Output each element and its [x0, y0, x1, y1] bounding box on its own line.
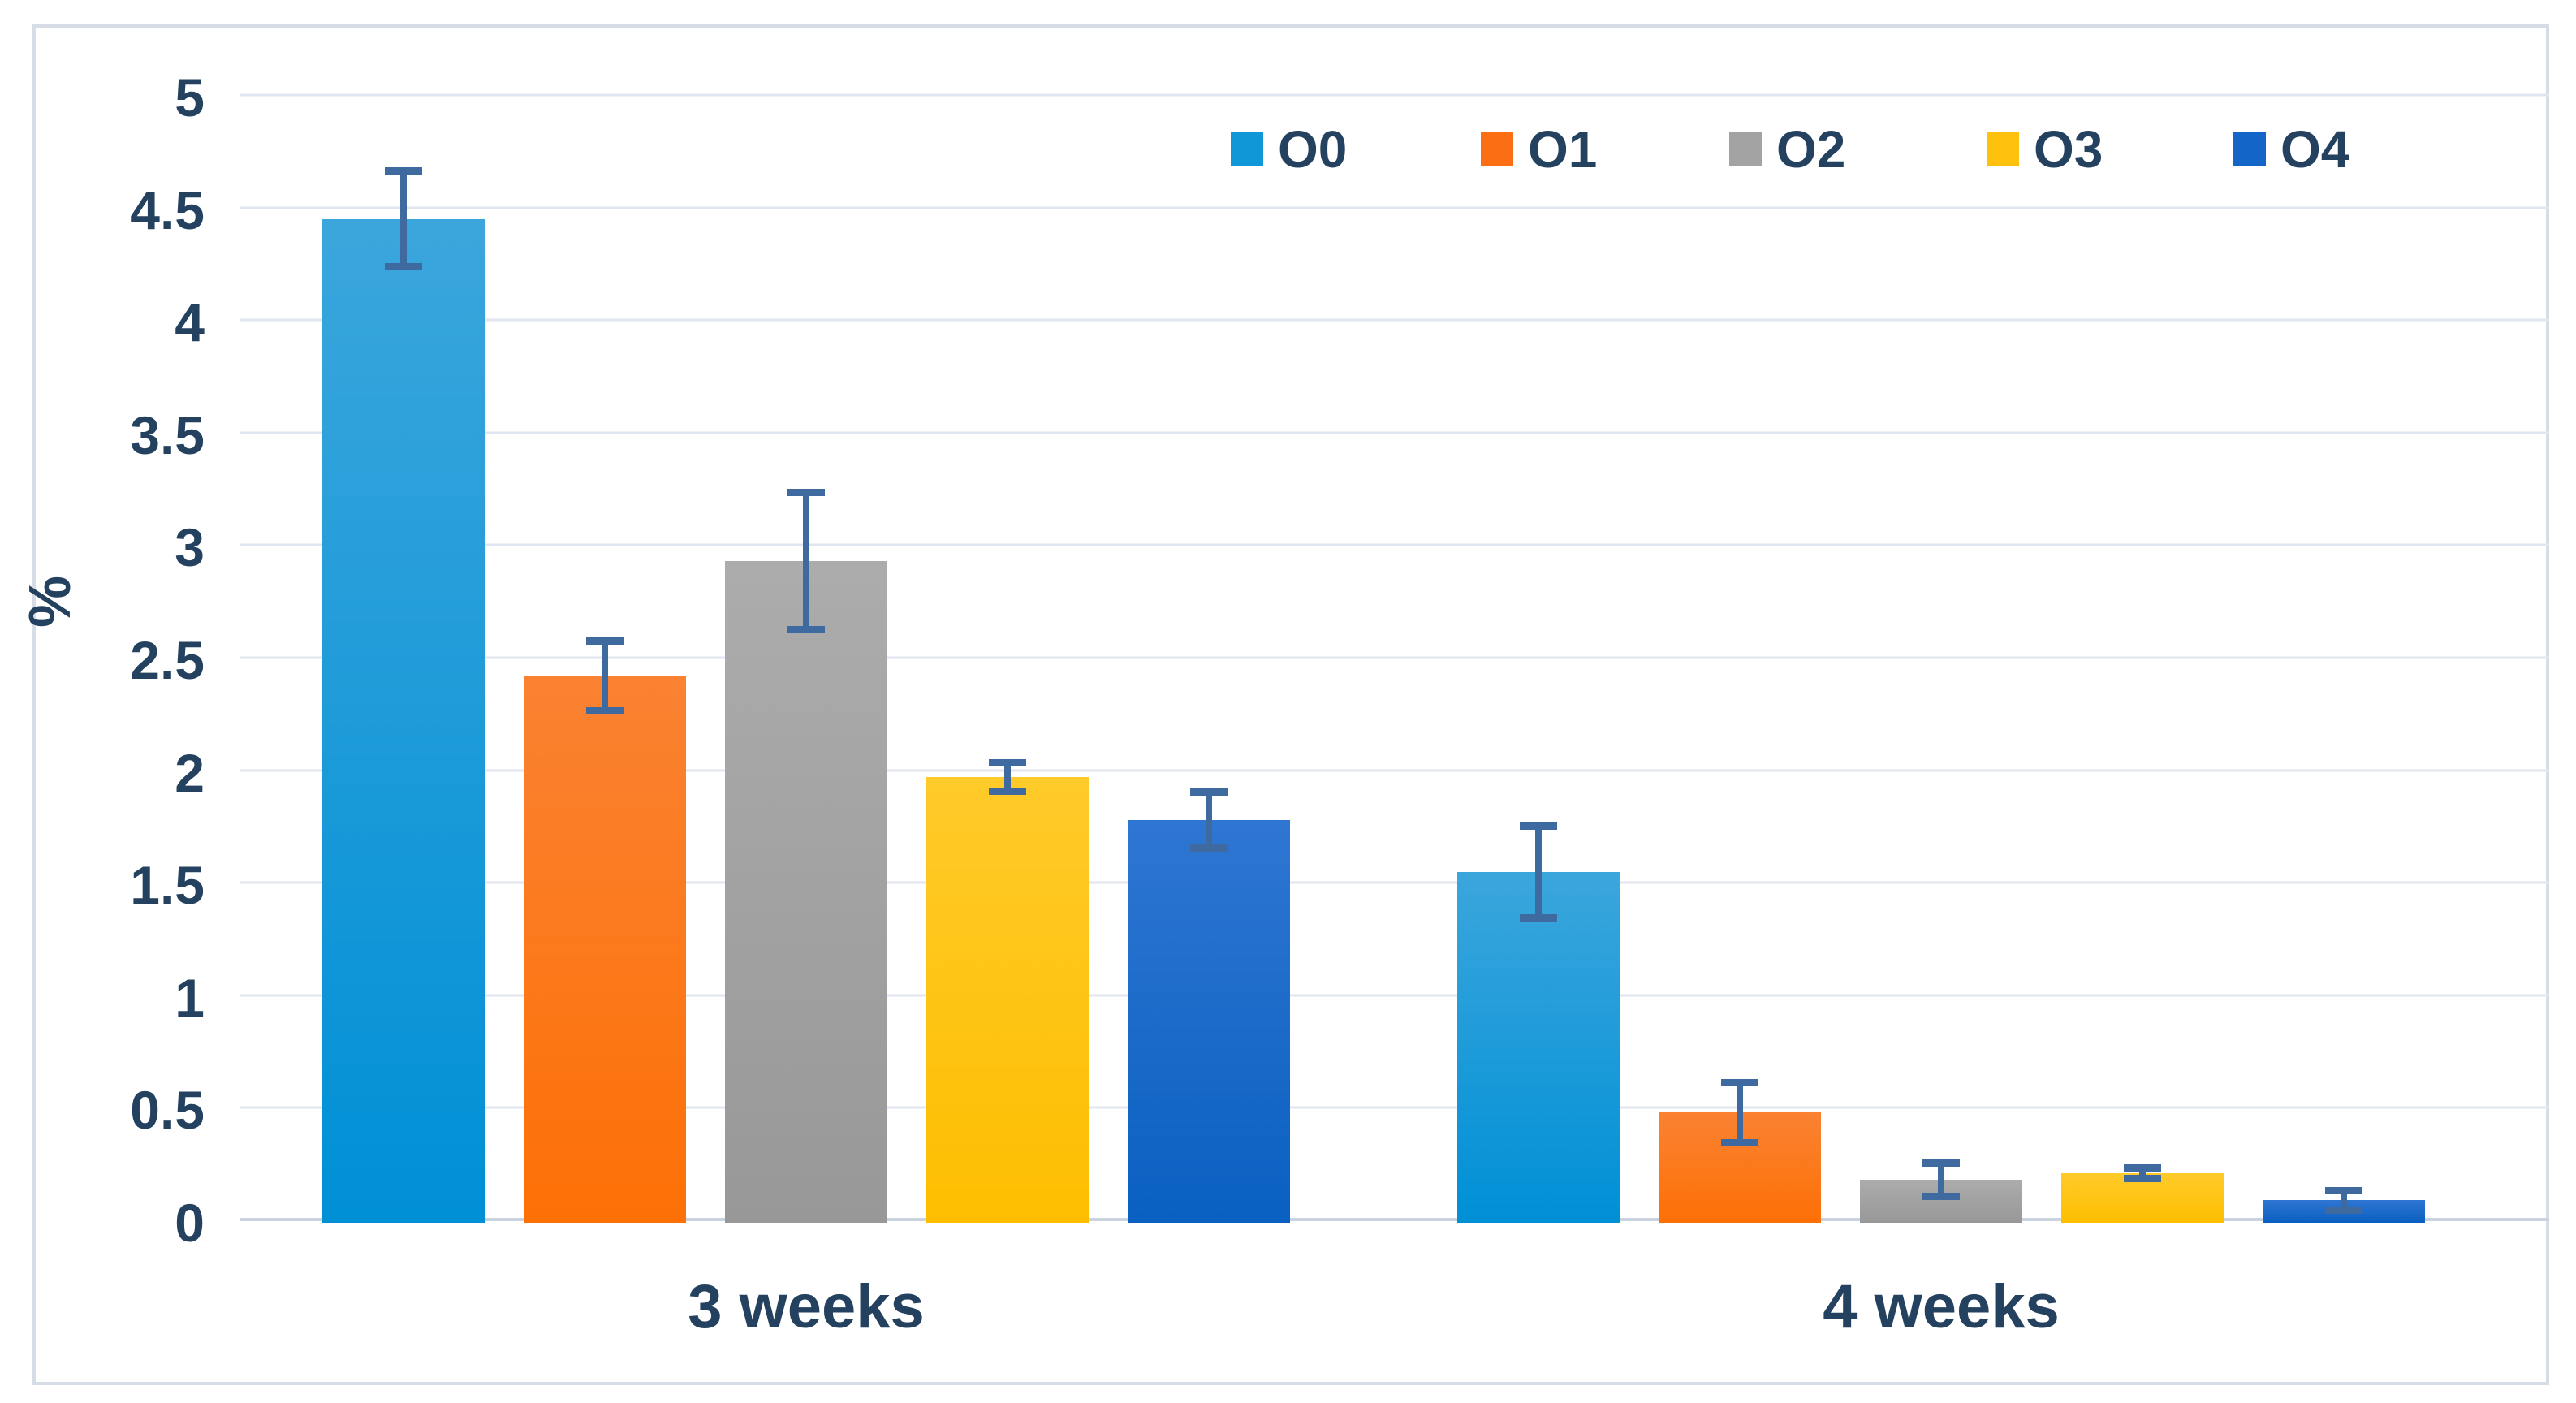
error-bar-cap [2325, 1186, 2362, 1194]
error-bar-cap [1721, 1138, 1758, 1146]
error-bar-o3-3-weeks [989, 758, 1026, 796]
error-bar-cap [1520, 822, 1557, 830]
error-bar-o0-3-weeks [385, 166, 422, 271]
error-bar-cap [385, 166, 422, 175]
error-bar-cap [989, 758, 1026, 766]
legend-item-o2: O2 [1729, 123, 1845, 175]
y-tick-label: 2.5 [130, 630, 205, 690]
error-bar-o0-4-weeks [1520, 822, 1557, 922]
bar-o4-3-weeks [1128, 819, 1290, 1223]
error-bar-cap [989, 788, 1026, 796]
error-bar-stem [400, 166, 407, 271]
legend-label: O0 [1278, 120, 1348, 179]
error-bar-stem [803, 489, 809, 633]
gridline [240, 769, 2549, 772]
error-bar-o1-3-weeks [586, 637, 624, 714]
y-axis-title: % [18, 575, 83, 628]
error-bar-stem [1206, 788, 1212, 852]
error-bar-cap [2124, 1163, 2161, 1172]
legend-swatch-icon [1729, 132, 1762, 166]
gridline [240, 994, 2549, 997]
legend-swatch-icon [1987, 132, 2019, 166]
y-tick-label: 0.5 [130, 1080, 205, 1141]
legend-swatch-icon [1231, 132, 1263, 166]
gridline [240, 206, 2549, 209]
x-category-label: 4 weeks [1823, 1272, 2060, 1341]
error-bar-stem [2341, 1186, 2347, 1214]
error-bar-cap [1721, 1078, 1758, 1086]
error-bar-o4-4-weeks [2325, 1186, 2362, 1214]
legend-swatch-icon [1481, 132, 1513, 166]
error-bar-cap [2325, 1206, 2362, 1214]
y-tick-label: 3.5 [130, 404, 205, 465]
error-bar-o2-4-weeks [1922, 1159, 1960, 1201]
error-bar-stem [1938, 1159, 1944, 1201]
legend-label: O3 [2034, 120, 2104, 179]
gridline [240, 318, 2549, 322]
legend: O0 O1 O2 O3 O4 [0, 123, 2576, 180]
error-bar-cap [1922, 1193, 1960, 1201]
error-bar-cap [1190, 844, 1228, 852]
gridline [240, 543, 2549, 546]
y-tick-label: 2 [175, 742, 205, 803]
y-tick-label: 3 [175, 517, 205, 578]
error-bar-cap [1190, 788, 1228, 796]
legend-swatch-icon [2233, 132, 2266, 166]
error-bar-stem [1004, 758, 1011, 796]
error-bar-cap [1520, 913, 1557, 922]
legend-item-o0: O0 [1231, 123, 1347, 175]
error-bar-stem [1535, 822, 1542, 922]
legend-label: O1 [1528, 120, 1598, 179]
error-bar-o1-4-weeks [1721, 1078, 1758, 1146]
error-bar-cap [385, 263, 422, 271]
bar-o2-3-weeks [725, 561, 887, 1223]
x-axis-line [240, 1218, 2549, 1221]
error-bar-cap [2124, 1175, 2161, 1183]
legend-item-o4: O4 [2233, 123, 2349, 175]
y-tick-label: 4.5 [130, 179, 205, 240]
error-bar-o3-4-weeks [2124, 1163, 2161, 1183]
legend-item-o1: O1 [1481, 123, 1597, 175]
plot-area [240, 93, 2549, 1223]
error-bar-cap [586, 637, 624, 645]
gridline [240, 1106, 2549, 1109]
bar-o1-3-weeks [524, 676, 686, 1223]
y-tick-label: 1.5 [130, 855, 205, 916]
y-tick-label: 1 [175, 967, 205, 1028]
error-bar-stem [2139, 1163, 2146, 1183]
y-tick-label: 0 [175, 1193, 205, 1253]
error-bar-o4-3-weeks [1190, 788, 1228, 852]
error-bar-cap [586, 706, 624, 714]
error-bar-cap [787, 625, 825, 633]
gridline [240, 881, 2549, 884]
bar-o0-3-weeks [322, 218, 485, 1223]
y-tick-label: 4 [175, 292, 205, 353]
bar-o3-3-weeks [926, 777, 1089, 1223]
error-bar-o2-3-weeks [787, 489, 825, 633]
legend-item-o3: O3 [1987, 123, 2103, 175]
legend-label: O4 [2280, 120, 2350, 179]
x-category-label: 3 weeks [688, 1272, 925, 1341]
error-bar-stem [602, 637, 608, 714]
gridline [240, 93, 2549, 97]
legend-label: O2 [1776, 120, 1846, 179]
bar-o0-4-weeks [1457, 871, 1620, 1223]
gridline [240, 431, 2549, 434]
error-bar-cap [787, 489, 825, 497]
error-bar-cap [1922, 1159, 1960, 1168]
gridline [240, 656, 2549, 659]
y-tick-label: 5 [175, 67, 205, 127]
error-bar-stem [1737, 1078, 1743, 1146]
